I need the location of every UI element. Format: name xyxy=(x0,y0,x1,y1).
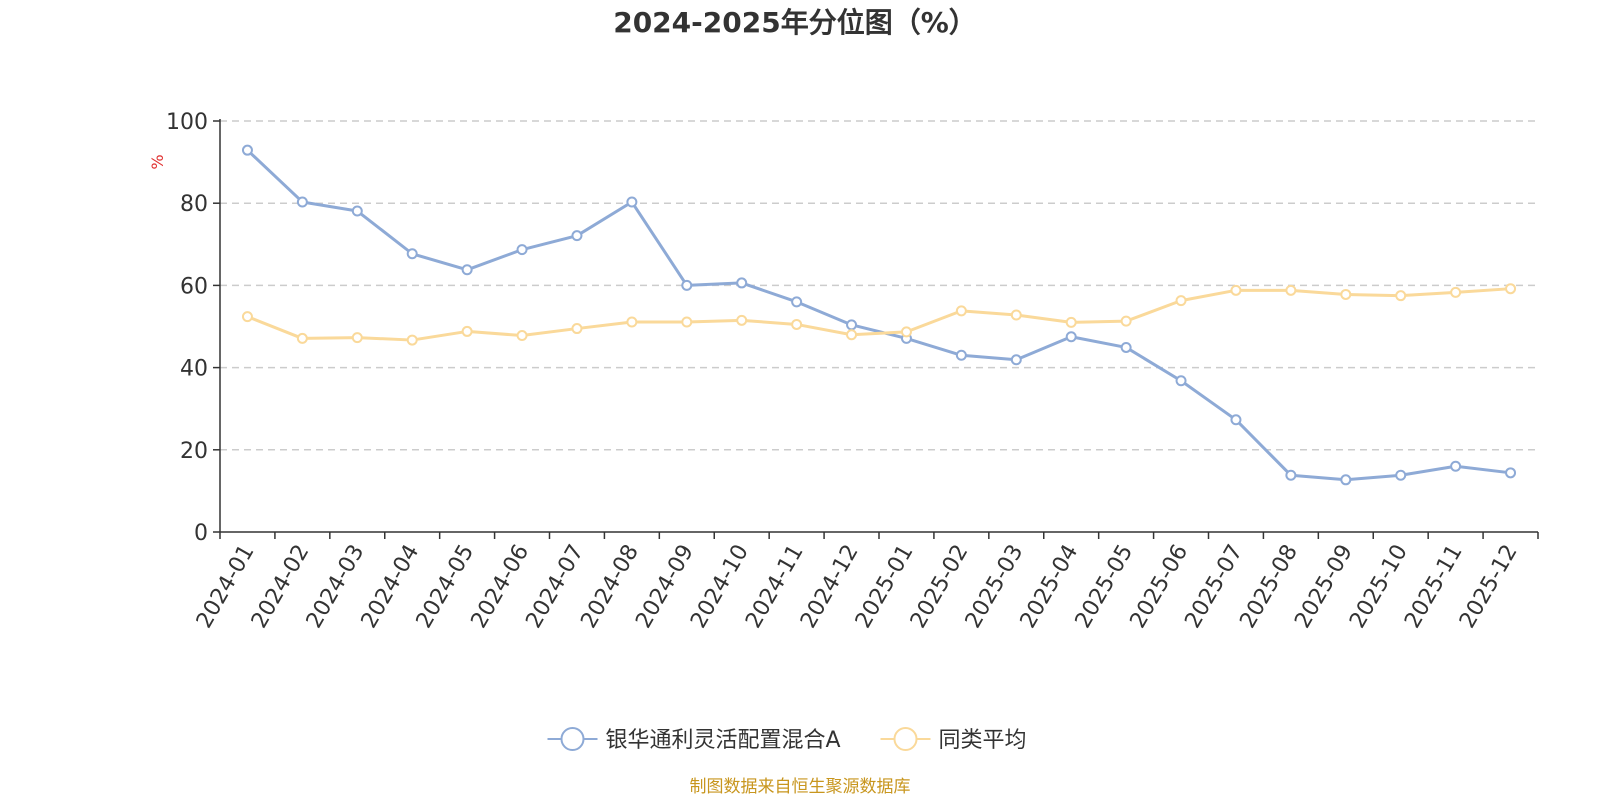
data-point xyxy=(571,230,583,242)
data-point xyxy=(1505,467,1517,479)
data-point xyxy=(461,325,473,337)
data-point xyxy=(461,264,473,276)
series-lines xyxy=(241,144,1517,486)
data-point xyxy=(1120,341,1132,353)
data-point xyxy=(1010,309,1022,321)
data-point xyxy=(955,305,967,317)
data-point xyxy=(571,323,583,335)
data-point xyxy=(791,296,803,308)
y-tick-label: 100 xyxy=(166,110,208,135)
legend-marker-icon xyxy=(560,727,585,751)
y-tick-label: 20 xyxy=(180,439,208,464)
data-point xyxy=(1285,284,1297,296)
data-point xyxy=(846,329,858,341)
data-point xyxy=(1395,469,1407,481)
data-point xyxy=(736,314,748,326)
data-point xyxy=(1010,354,1022,366)
legend-label: 同类平均 xyxy=(939,728,1027,753)
legend-marker-icon xyxy=(893,727,918,751)
series-line-1 xyxy=(246,287,1511,342)
data-point xyxy=(1340,474,1352,486)
chart-title: 2024-2025年分位图（%） xyxy=(613,6,977,39)
data-point xyxy=(1230,414,1242,426)
data-point xyxy=(1340,288,1352,300)
data-point xyxy=(1230,284,1242,296)
series-group-0 xyxy=(241,144,1517,486)
data-point xyxy=(351,205,363,217)
data-point xyxy=(296,332,308,344)
data-point xyxy=(626,196,638,208)
source-note: 制图数据来自恒生聚源数据库 xyxy=(690,777,911,797)
series-line-0 xyxy=(246,149,1511,482)
y-tick-label: 40 xyxy=(180,357,208,382)
data-point xyxy=(1450,286,1462,298)
series-group-1 xyxy=(241,283,1517,346)
y-axis-unit-label: % xyxy=(148,154,167,169)
data-point xyxy=(406,248,418,260)
axes: 0204060801002024-012024-022024-032024-04… xyxy=(166,110,1539,633)
data-point xyxy=(241,311,253,323)
data-point xyxy=(241,144,253,156)
data-point xyxy=(1395,290,1407,302)
data-point xyxy=(1065,316,1077,328)
data-point xyxy=(736,277,748,289)
data-point xyxy=(1065,331,1077,343)
data-point xyxy=(1120,315,1132,327)
legend-item-1[interactable]: 同类平均 xyxy=(880,727,1027,753)
data-point xyxy=(1505,283,1517,295)
data-point xyxy=(846,319,858,331)
y-tick-label: 80 xyxy=(180,192,208,217)
data-point xyxy=(1175,375,1187,387)
data-point xyxy=(1285,469,1297,481)
data-point xyxy=(516,244,528,256)
legend[interactable]: 银华通利灵活配置混合A 同类平均 xyxy=(547,727,1027,753)
data-point xyxy=(900,326,912,338)
grid-lines xyxy=(220,120,1538,451)
data-point xyxy=(626,316,638,328)
data-point xyxy=(791,318,803,330)
data-point xyxy=(1450,460,1462,472)
data-point xyxy=(955,349,967,361)
data-point xyxy=(351,332,363,344)
legend-item-0[interactable]: 银华通利灵活配置混合A xyxy=(547,727,841,753)
data-point xyxy=(681,279,693,291)
data-point xyxy=(681,316,693,328)
legend-label: 银华通利灵活配置混合A xyxy=(606,728,841,753)
data-point xyxy=(1175,295,1187,307)
data-point xyxy=(296,196,308,208)
data-point xyxy=(516,330,528,342)
y-tick-label: 60 xyxy=(180,274,208,299)
data-point xyxy=(406,334,418,346)
y-tick-label: 0 xyxy=(194,521,208,546)
